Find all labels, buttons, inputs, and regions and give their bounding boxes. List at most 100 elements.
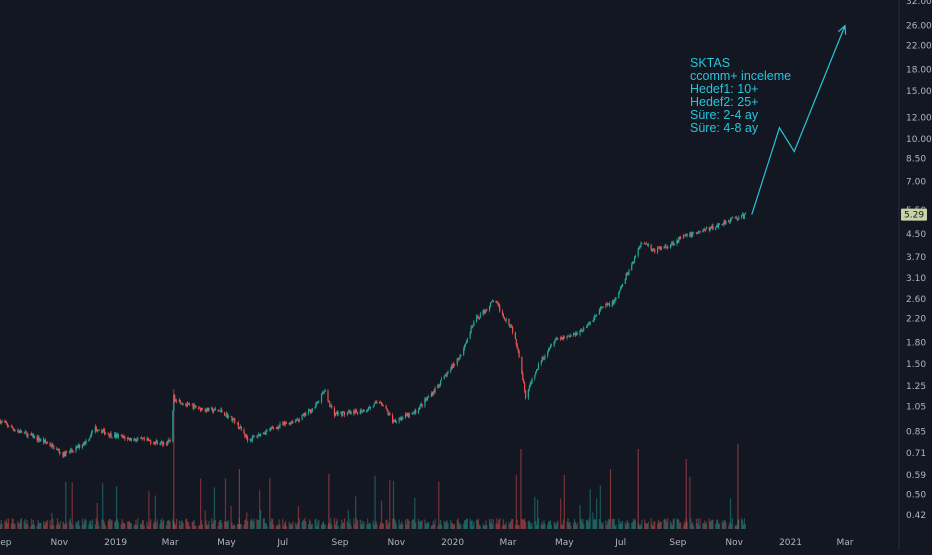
volume-bar <box>186 518 188 529</box>
volume-bar <box>619 523 621 529</box>
volume-bar <box>402 524 404 529</box>
candle-body <box>594 315 596 318</box>
volume-bar <box>191 521 193 529</box>
volume-bar <box>712 519 714 529</box>
volume-bar <box>511 518 513 529</box>
candle-body <box>161 441 163 443</box>
candle-body <box>303 413 305 415</box>
volume-bar <box>219 519 221 529</box>
volume-bar <box>711 519 713 529</box>
volume-bar <box>553 521 555 529</box>
volume-bar <box>279 524 281 529</box>
volume-bar <box>615 524 617 529</box>
candle-body <box>728 220 730 222</box>
candle-body <box>71 450 73 452</box>
candle-body <box>406 413 408 416</box>
volume-bar <box>656 523 659 529</box>
price-axis[interactable]: 32.00 26.00 22.00 18.00 15.00 12.00 10.00 8.50 7… <box>906 0 932 521</box>
volume-bar <box>579 505 581 529</box>
candle-body <box>45 441 47 443</box>
volume-bar <box>7 523 9 529</box>
candle-body <box>645 243 648 245</box>
candle-body <box>464 345 466 349</box>
volume-bar <box>509 524 511 529</box>
candle-body <box>264 433 266 435</box>
candle-body <box>673 243 675 245</box>
candle-body <box>443 375 445 379</box>
candle-body <box>317 401 319 403</box>
candle-body <box>44 439 47 442</box>
time-axis[interactable]: Sep Nov 2019 Mar May Jul Sep Nov 2020 Mar May Jul Se… <box>0 538 854 548</box>
candle-body <box>185 404 187 406</box>
candle-body <box>427 396 429 399</box>
volume-bar <box>469 518 471 529</box>
candle-body <box>205 410 207 412</box>
candle-body <box>353 410 355 414</box>
candle-body <box>295 419 298 421</box>
candle-body <box>127 437 129 440</box>
volume-bar <box>408 521 410 529</box>
candle-body <box>194 404 196 407</box>
candle-body <box>534 374 536 379</box>
volume-bar <box>611 519 613 529</box>
candle-body <box>55 449 58 450</box>
volume-bar <box>102 483 104 529</box>
candle-body <box>198 407 200 409</box>
volume-bar <box>692 525 695 529</box>
candle-body <box>524 382 526 391</box>
candle-body <box>432 391 434 396</box>
volume-bar <box>666 522 668 529</box>
candle-body <box>607 303 609 306</box>
candle-body <box>14 430 16 432</box>
candle-body <box>555 339 557 341</box>
y-tick-label: 2.20 <box>906 315 926 325</box>
volume-bar <box>167 520 169 529</box>
candle-body <box>182 403 184 405</box>
candle-body <box>531 378 533 383</box>
volume-bar <box>155 522 157 529</box>
candle-body <box>570 334 572 337</box>
volume-bar <box>659 521 661 529</box>
volume-bar <box>431 525 433 529</box>
volume-bar <box>79 525 81 529</box>
candle-body <box>465 341 468 344</box>
volume-bar <box>373 524 375 529</box>
candle-body <box>327 390 329 401</box>
candle-body <box>46 442 48 444</box>
volume-bar <box>290 523 292 529</box>
candle-body <box>56 449 59 450</box>
candle-body <box>518 351 520 358</box>
volume-bar <box>626 519 628 529</box>
volume-bar <box>550 525 553 529</box>
candle-body <box>120 434 122 436</box>
volume-bar <box>266 525 268 529</box>
candle-body <box>214 408 216 410</box>
volume-bar <box>527 521 529 529</box>
candle-body <box>741 214 744 216</box>
candle-body <box>361 411 363 413</box>
volume-bar <box>457 518 459 529</box>
candle-body <box>200 408 203 411</box>
candle-body <box>68 451 71 453</box>
candle-body <box>38 437 40 441</box>
candle-body <box>440 380 442 386</box>
volume-bar <box>418 522 420 529</box>
y-tick-label: 15.00 <box>906 87 932 97</box>
volume-bar <box>677 519 679 529</box>
volume-bar <box>236 524 239 529</box>
volume-bar <box>206 524 208 529</box>
volume-bar <box>208 520 210 529</box>
candle-body <box>278 426 280 427</box>
volume-bar <box>495 523 497 529</box>
candle-body <box>425 398 427 401</box>
y-tick-label: 0.42 <box>906 511 926 521</box>
volume-bar <box>738 519 740 529</box>
volume-bar <box>129 522 132 529</box>
candle-body <box>743 214 745 219</box>
y-tick-label: 1.05 <box>906 402 926 412</box>
volume-bar <box>679 523 681 529</box>
candle-body <box>178 399 180 402</box>
volume-bar <box>570 525 572 529</box>
